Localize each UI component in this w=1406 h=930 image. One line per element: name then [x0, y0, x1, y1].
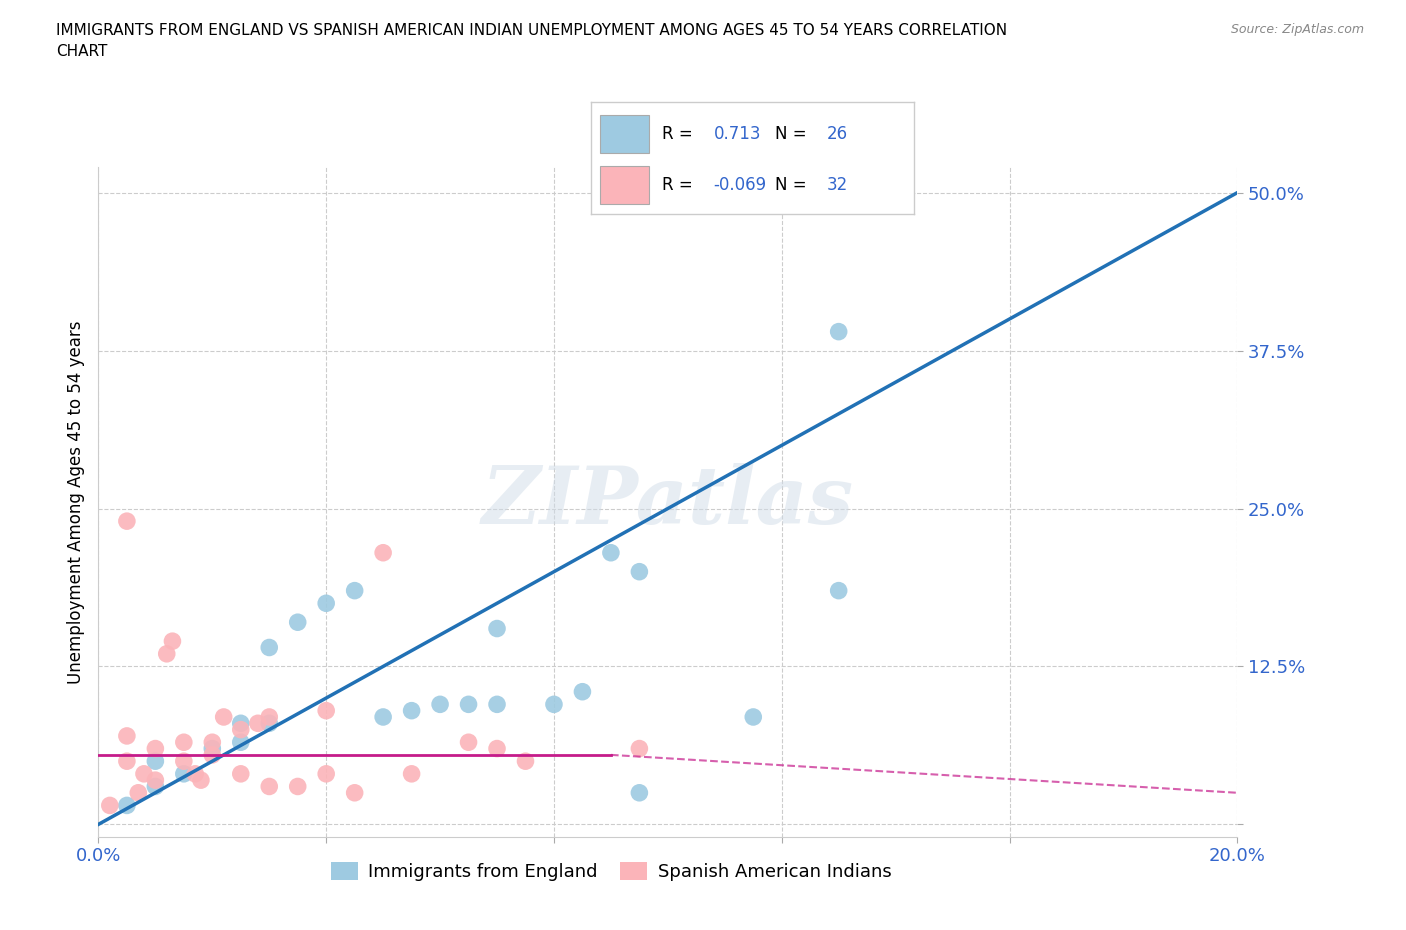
Point — [401, 766, 423, 781]
Point — [259, 716, 281, 731]
Point — [201, 735, 224, 750]
Point — [212, 710, 235, 724]
FancyBboxPatch shape — [600, 166, 648, 204]
Point — [145, 741, 167, 756]
Point — [457, 697, 479, 711]
Point — [259, 779, 281, 794]
Point — [132, 766, 155, 781]
Point — [287, 779, 309, 794]
Text: N =: N = — [775, 125, 807, 142]
Text: Source: ZipAtlas.com: Source: ZipAtlas.com — [1230, 23, 1364, 36]
Point — [343, 785, 366, 800]
Point — [173, 766, 195, 781]
Point — [343, 583, 366, 598]
Point — [315, 703, 337, 718]
Point — [229, 735, 252, 750]
Point — [98, 798, 121, 813]
Point — [486, 621, 509, 636]
Point — [201, 748, 224, 763]
Point — [287, 615, 309, 630]
Point — [145, 753, 167, 768]
Point — [115, 728, 138, 743]
Text: 32: 32 — [827, 176, 848, 193]
Point — [246, 716, 269, 731]
Point — [145, 773, 167, 788]
Point — [486, 697, 509, 711]
Point — [742, 710, 765, 724]
Point — [429, 697, 451, 711]
Point — [543, 697, 565, 711]
Text: R =: R = — [662, 176, 692, 193]
Point — [628, 741, 651, 756]
Text: 26: 26 — [827, 125, 848, 142]
Point — [229, 766, 252, 781]
Point — [259, 640, 281, 655]
Point — [486, 741, 509, 756]
Point — [315, 766, 337, 781]
Point — [127, 785, 149, 800]
Point — [115, 798, 138, 813]
Point — [457, 735, 479, 750]
Text: -0.069: -0.069 — [713, 176, 766, 193]
Point — [401, 703, 423, 718]
Point — [115, 753, 138, 768]
Point — [184, 766, 207, 781]
Point — [201, 741, 224, 756]
Text: N =: N = — [775, 176, 807, 193]
Text: 0.713: 0.713 — [713, 125, 761, 142]
Text: IMMIGRANTS FROM ENGLAND VS SPANISH AMERICAN INDIAN UNEMPLOYMENT AMONG AGES 45 TO: IMMIGRANTS FROM ENGLAND VS SPANISH AMERI… — [56, 23, 1007, 60]
Point — [373, 710, 395, 724]
Point — [229, 723, 252, 737]
Point — [162, 633, 184, 648]
Point — [628, 785, 651, 800]
Point — [600, 545, 623, 560]
Point — [229, 716, 252, 731]
Point — [115, 513, 138, 528]
Point — [628, 565, 651, 579]
Point — [145, 779, 167, 794]
Text: R =: R = — [662, 125, 692, 142]
Point — [571, 684, 593, 699]
Point — [190, 773, 212, 788]
Y-axis label: Unemployment Among Ages 45 to 54 years: Unemployment Among Ages 45 to 54 years — [66, 321, 84, 684]
Point — [315, 596, 337, 611]
Point — [173, 735, 195, 750]
Point — [828, 325, 851, 339]
FancyBboxPatch shape — [600, 114, 648, 153]
Point — [373, 545, 395, 560]
Point — [173, 753, 195, 768]
Point — [259, 710, 281, 724]
Point — [828, 583, 851, 598]
Point — [156, 646, 179, 661]
Point — [515, 753, 537, 768]
Text: ZIPatlas: ZIPatlas — [482, 463, 853, 541]
Legend: Immigrants from England, Spanish American Indians: Immigrants from England, Spanish America… — [323, 855, 898, 888]
